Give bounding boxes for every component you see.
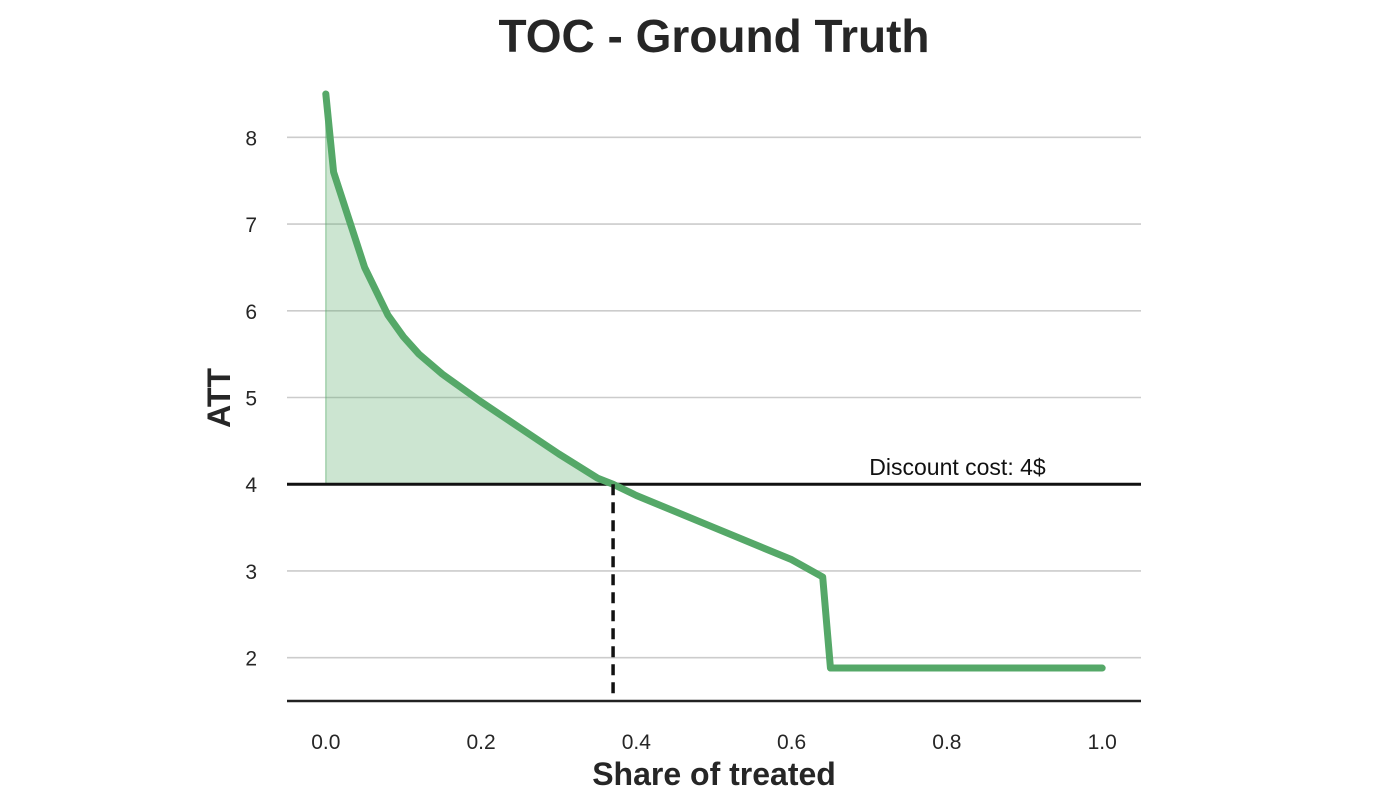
x-tick-labels: 0.0 0.2 0.4 0.6 0.8 1.0 xyxy=(311,731,1117,754)
y-tick-label: 6 xyxy=(245,301,257,324)
shaded-area-layer xyxy=(325,93,614,485)
y-tick-label: 5 xyxy=(245,388,257,411)
y-tick-label: 7 xyxy=(245,214,257,237)
x-tick-label: 0.8 xyxy=(932,731,961,754)
y-tick-label: 3 xyxy=(245,561,257,584)
y-tick-labels: 2 3 4 5 6 7 8 xyxy=(245,127,257,670)
chart-title: TOC - Ground Truth xyxy=(499,10,930,62)
x-tick-label: 1.0 xyxy=(1088,731,1117,754)
y-tick-label: 4 xyxy=(245,474,257,497)
y-axis-label: ATT xyxy=(201,368,237,428)
x-axis-label: Share of treated xyxy=(592,756,836,792)
x-tick-label: 0.0 xyxy=(311,731,340,754)
shaded-area xyxy=(325,93,614,485)
x-tick-label: 0.2 xyxy=(466,731,495,754)
y-tick-label: 2 xyxy=(245,648,257,671)
y-tick-label: 8 xyxy=(245,127,257,150)
toc-curve-line xyxy=(322,90,1106,672)
x-tick-label: 0.6 xyxy=(777,731,806,754)
x-tick-label: 0.4 xyxy=(622,731,652,754)
discount-cost-annotation: Discount cost: 4$ xyxy=(869,454,1046,480)
series-layer xyxy=(322,90,1106,672)
grid-lines xyxy=(287,136,1141,659)
